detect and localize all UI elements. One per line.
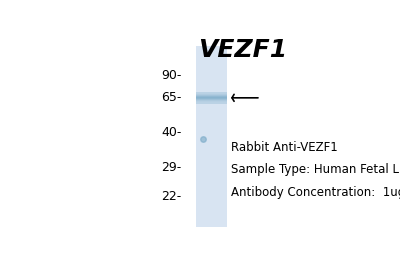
Bar	[196, 102, 227, 103]
Text: VEZF1: VEZF1	[198, 38, 287, 62]
Text: Rabbit Anti-VEZF1: Rabbit Anti-VEZF1	[231, 141, 338, 154]
Bar	[196, 96, 227, 97]
Bar	[196, 99, 227, 100]
Bar	[196, 92, 227, 93]
Bar	[196, 98, 227, 99]
Text: Sample Type: Human Fetal Liver: Sample Type: Human Fetal Liver	[231, 163, 400, 176]
Bar	[196, 94, 227, 95]
Text: Antibody Concentration:  1ug/mL: Antibody Concentration: 1ug/mL	[231, 186, 400, 199]
Text: 22-: 22-	[162, 190, 182, 203]
Text: 40-: 40-	[161, 126, 182, 139]
Text: 65-: 65-	[161, 91, 182, 104]
Text: 90-: 90-	[161, 69, 182, 82]
Bar	[196, 100, 227, 101]
Bar	[196, 97, 227, 98]
Bar	[196, 103, 227, 104]
Text: 29-: 29-	[162, 161, 182, 174]
Bar	[196, 95, 227, 96]
Bar	[196, 93, 227, 94]
Bar	[196, 101, 227, 102]
Bar	[196, 46, 227, 227]
